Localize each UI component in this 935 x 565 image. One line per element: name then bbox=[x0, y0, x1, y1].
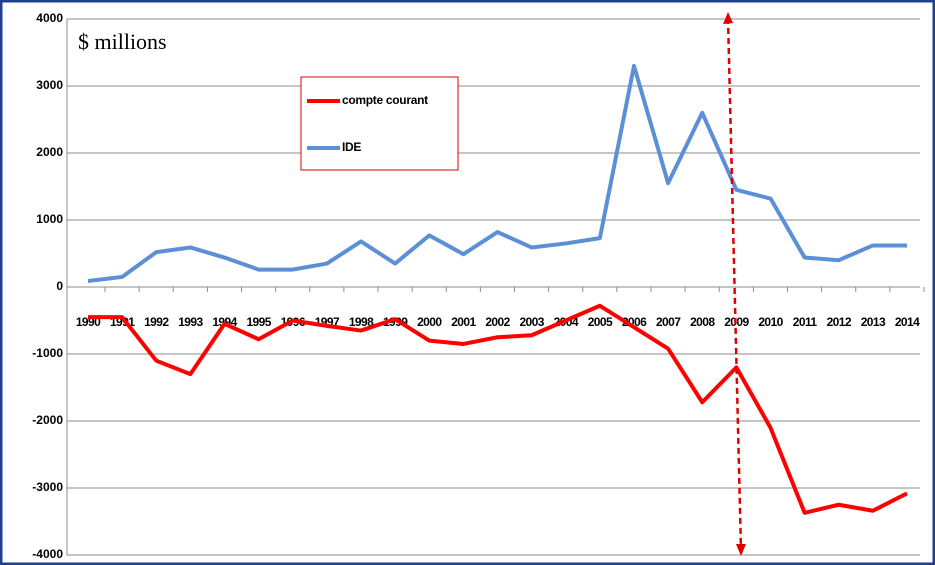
legend-box bbox=[300, 76, 459, 171]
legend-label: IDE bbox=[342, 140, 361, 154]
plot: -4000 -3000 -2000 -1000 0 1000 2000 3000 4000 199… bbox=[32, 11, 925, 561]
x-tick-label: 2009 bbox=[724, 315, 749, 329]
series-line bbox=[87, 63, 907, 283]
x-tick-label: 2002 bbox=[485, 315, 510, 329]
y-tick-label: -3000 bbox=[32, 480, 63, 494]
x-tick-label: 2005 bbox=[588, 315, 613, 329]
x-tick-label: 1998 bbox=[349, 315, 374, 329]
x-tick-label: 2003 bbox=[519, 315, 544, 329]
y-tick-label: -1000 bbox=[32, 346, 63, 360]
x-tick-label: 2011 bbox=[793, 315, 818, 329]
x-tick-label: 1995 bbox=[246, 315, 271, 329]
series-line bbox=[88, 303, 908, 515]
y-tick-label: 3000 bbox=[36, 78, 63, 92]
x-tick-label: 2012 bbox=[827, 315, 852, 329]
y-tick-label: 4000 bbox=[36, 11, 63, 25]
x-tick-label: 2014 bbox=[895, 315, 920, 329]
arrow-head bbox=[723, 12, 733, 24]
x-tick-label: 2010 bbox=[758, 315, 783, 329]
arrow-head bbox=[736, 544, 746, 556]
dashed-marker bbox=[726, 17, 743, 551]
x-tick-label: 1992 bbox=[144, 315, 169, 329]
x-tick-label: 2000 bbox=[417, 315, 442, 329]
x-tick-label: 1993 bbox=[178, 315, 203, 329]
y-tick-label: -4000 bbox=[32, 547, 63, 561]
legend-label: compte courant bbox=[342, 93, 428, 107]
x-tick-label: 2007 bbox=[656, 315, 681, 329]
x-tick-label: 2001 bbox=[451, 315, 476, 329]
x-tick-label: 2013 bbox=[861, 315, 886, 329]
y-tick-label: -2000 bbox=[32, 413, 63, 427]
y-tick-label: 1000 bbox=[36, 212, 63, 226]
y-tick-label: 2000 bbox=[36, 145, 63, 159]
y-tick-label: 0 bbox=[56, 279, 63, 293]
annotation: $ millions bbox=[78, 29, 167, 54]
x-tick-label: 2008 bbox=[690, 315, 715, 329]
